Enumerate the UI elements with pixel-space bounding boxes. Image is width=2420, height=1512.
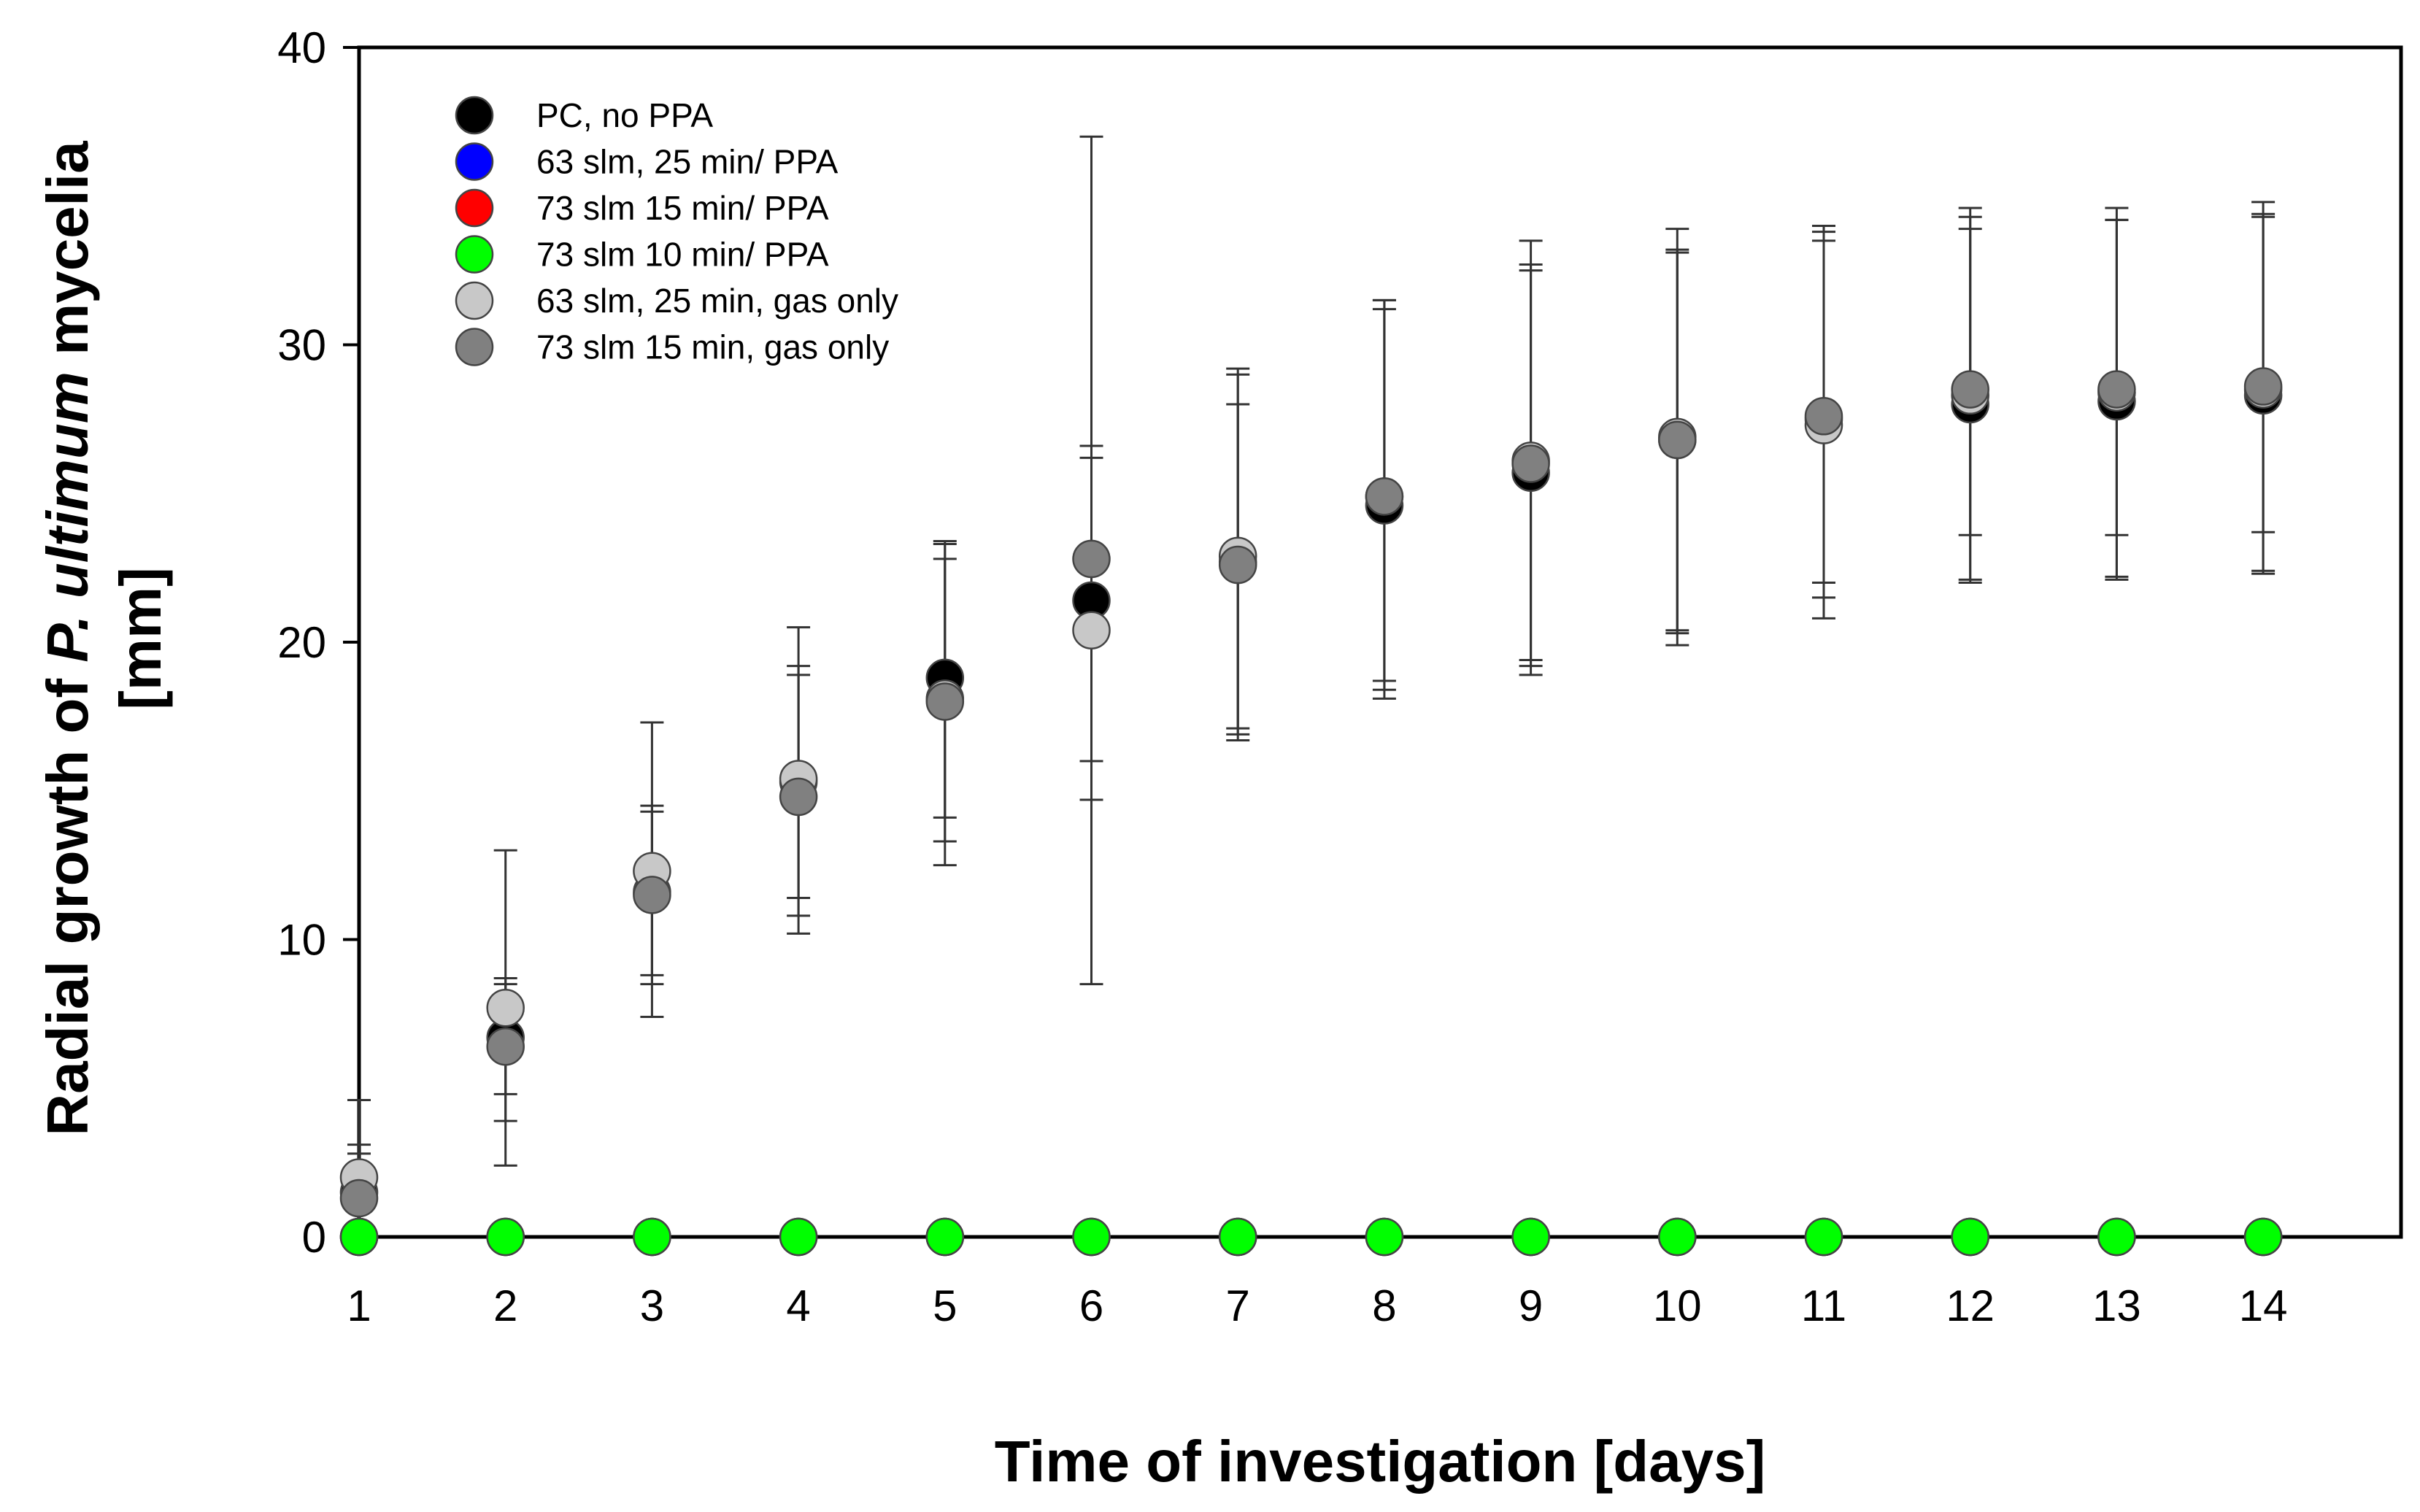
- data-point: [1804, 1217, 1843, 1257]
- y-axis-title-suffix: mycelia: [35, 141, 100, 371]
- legend-label: 63 slm, 25 min, gas only: [536, 282, 898, 320]
- y-axis: 0 10 20 30 40: [277, 23, 359, 1262]
- data-point: [1951, 370, 1989, 409]
- data-point: [1218, 545, 1257, 585]
- data-point: [633, 876, 671, 914]
- y-axis-title-species: P. ultimum: [35, 371, 100, 663]
- x-tick-label: 13: [2092, 1281, 2141, 1330]
- data-point: [486, 1217, 525, 1257]
- x-tick-label: 2: [493, 1281, 517, 1330]
- legend-label: 73 slm 15 min, gas only: [536, 328, 889, 366]
- data-point: [1658, 420, 1697, 460]
- y-axis-title-prefix: Radial growth of: [35, 663, 100, 1136]
- y-tick-label: 20: [277, 618, 326, 667]
- legend-label: PC, no PPA: [536, 96, 713, 134]
- legend-marker: [455, 142, 494, 181]
- data-point: [2243, 367, 2283, 406]
- y-axis-title-unit: [mm]: [108, 567, 173, 710]
- x-tick-label: 1: [347, 1281, 371, 1330]
- x-tick-label: 6: [1079, 1281, 1103, 1330]
- data-point: [925, 682, 965, 721]
- x-tick-label: 4: [786, 1281, 810, 1330]
- legend: PC, no PPA 63 slm, 25 min/ PPA 73 slm 15 m…: [455, 96, 898, 366]
- x-tick-label: 14: [2239, 1281, 2288, 1330]
- data-point: [1365, 477, 1404, 516]
- data-point: [1072, 1217, 1111, 1257]
- data-point: [1511, 1217, 1550, 1257]
- legend-marker: [455, 328, 494, 366]
- legend-marker: [455, 235, 494, 274]
- x-tick-label: 11: [1801, 1281, 1846, 1330]
- data-point: [1218, 1217, 1257, 1257]
- data-point: [1951, 1217, 1989, 1257]
- data-point: [1511, 444, 1550, 483]
- legend-label: 73 slm 15 min/ PPA: [536, 189, 829, 227]
- y-tick-label: 30: [277, 321, 326, 370]
- x-tick-label: 12: [1946, 1281, 1995, 1330]
- data-point: [2243, 1217, 2283, 1257]
- data-point: [2097, 370, 2136, 409]
- legend-marker: [455, 96, 494, 135]
- legend-label: 73 slm 10 min/ PPA: [536, 236, 829, 274]
- x-tick-label: 8: [1372, 1281, 1396, 1330]
- x-tick-label: 5: [933, 1281, 957, 1330]
- data-point: [1804, 397, 1843, 436]
- data-point: [925, 1217, 965, 1257]
- y-tick-label: 0: [302, 1213, 326, 1262]
- x-tick-label: 3: [640, 1281, 664, 1330]
- svg-text:Radial growth of P. ultimum my: Radial growth of P. ultimum mycelia: [35, 141, 100, 1136]
- data-point: [779, 1217, 818, 1257]
- x-tick-label: 7: [1226, 1281, 1250, 1330]
- data-point: [633, 1217, 671, 1257]
- data-point: [1072, 611, 1111, 649]
- legend-marker: [455, 281, 494, 320]
- x-tick-label: 9: [1519, 1281, 1543, 1330]
- data-point: [1072, 539, 1111, 579]
- data-point: [339, 1179, 379, 1218]
- legend-marker: [455, 188, 494, 228]
- y-axis-title: Radial growth of P. ultimum mycelia [mm]: [35, 141, 173, 1136]
- y-tick-label: 40: [277, 23, 326, 72]
- y-tick-label: 10: [277, 916, 326, 965]
- data-point: [486, 1027, 525, 1066]
- data-point: [486, 988, 525, 1027]
- x-axis-title: Time of investigation [days]: [995, 1429, 1765, 1494]
- legend-label: 63 slm, 25 min/ PPA: [536, 143, 839, 181]
- data-point: [2097, 1217, 2136, 1257]
- data-point: [1365, 1217, 1404, 1257]
- data-point: [779, 777, 818, 817]
- x-axis: 1 2 3 4 5 6 7 8 9 10 11 12 13 14: [347, 1237, 2287, 1330]
- data-point: [339, 1217, 379, 1257]
- x-tick-label: 10: [1653, 1281, 1702, 1330]
- data-points: [339, 367, 2283, 1257]
- data-point: [1658, 1217, 1697, 1257]
